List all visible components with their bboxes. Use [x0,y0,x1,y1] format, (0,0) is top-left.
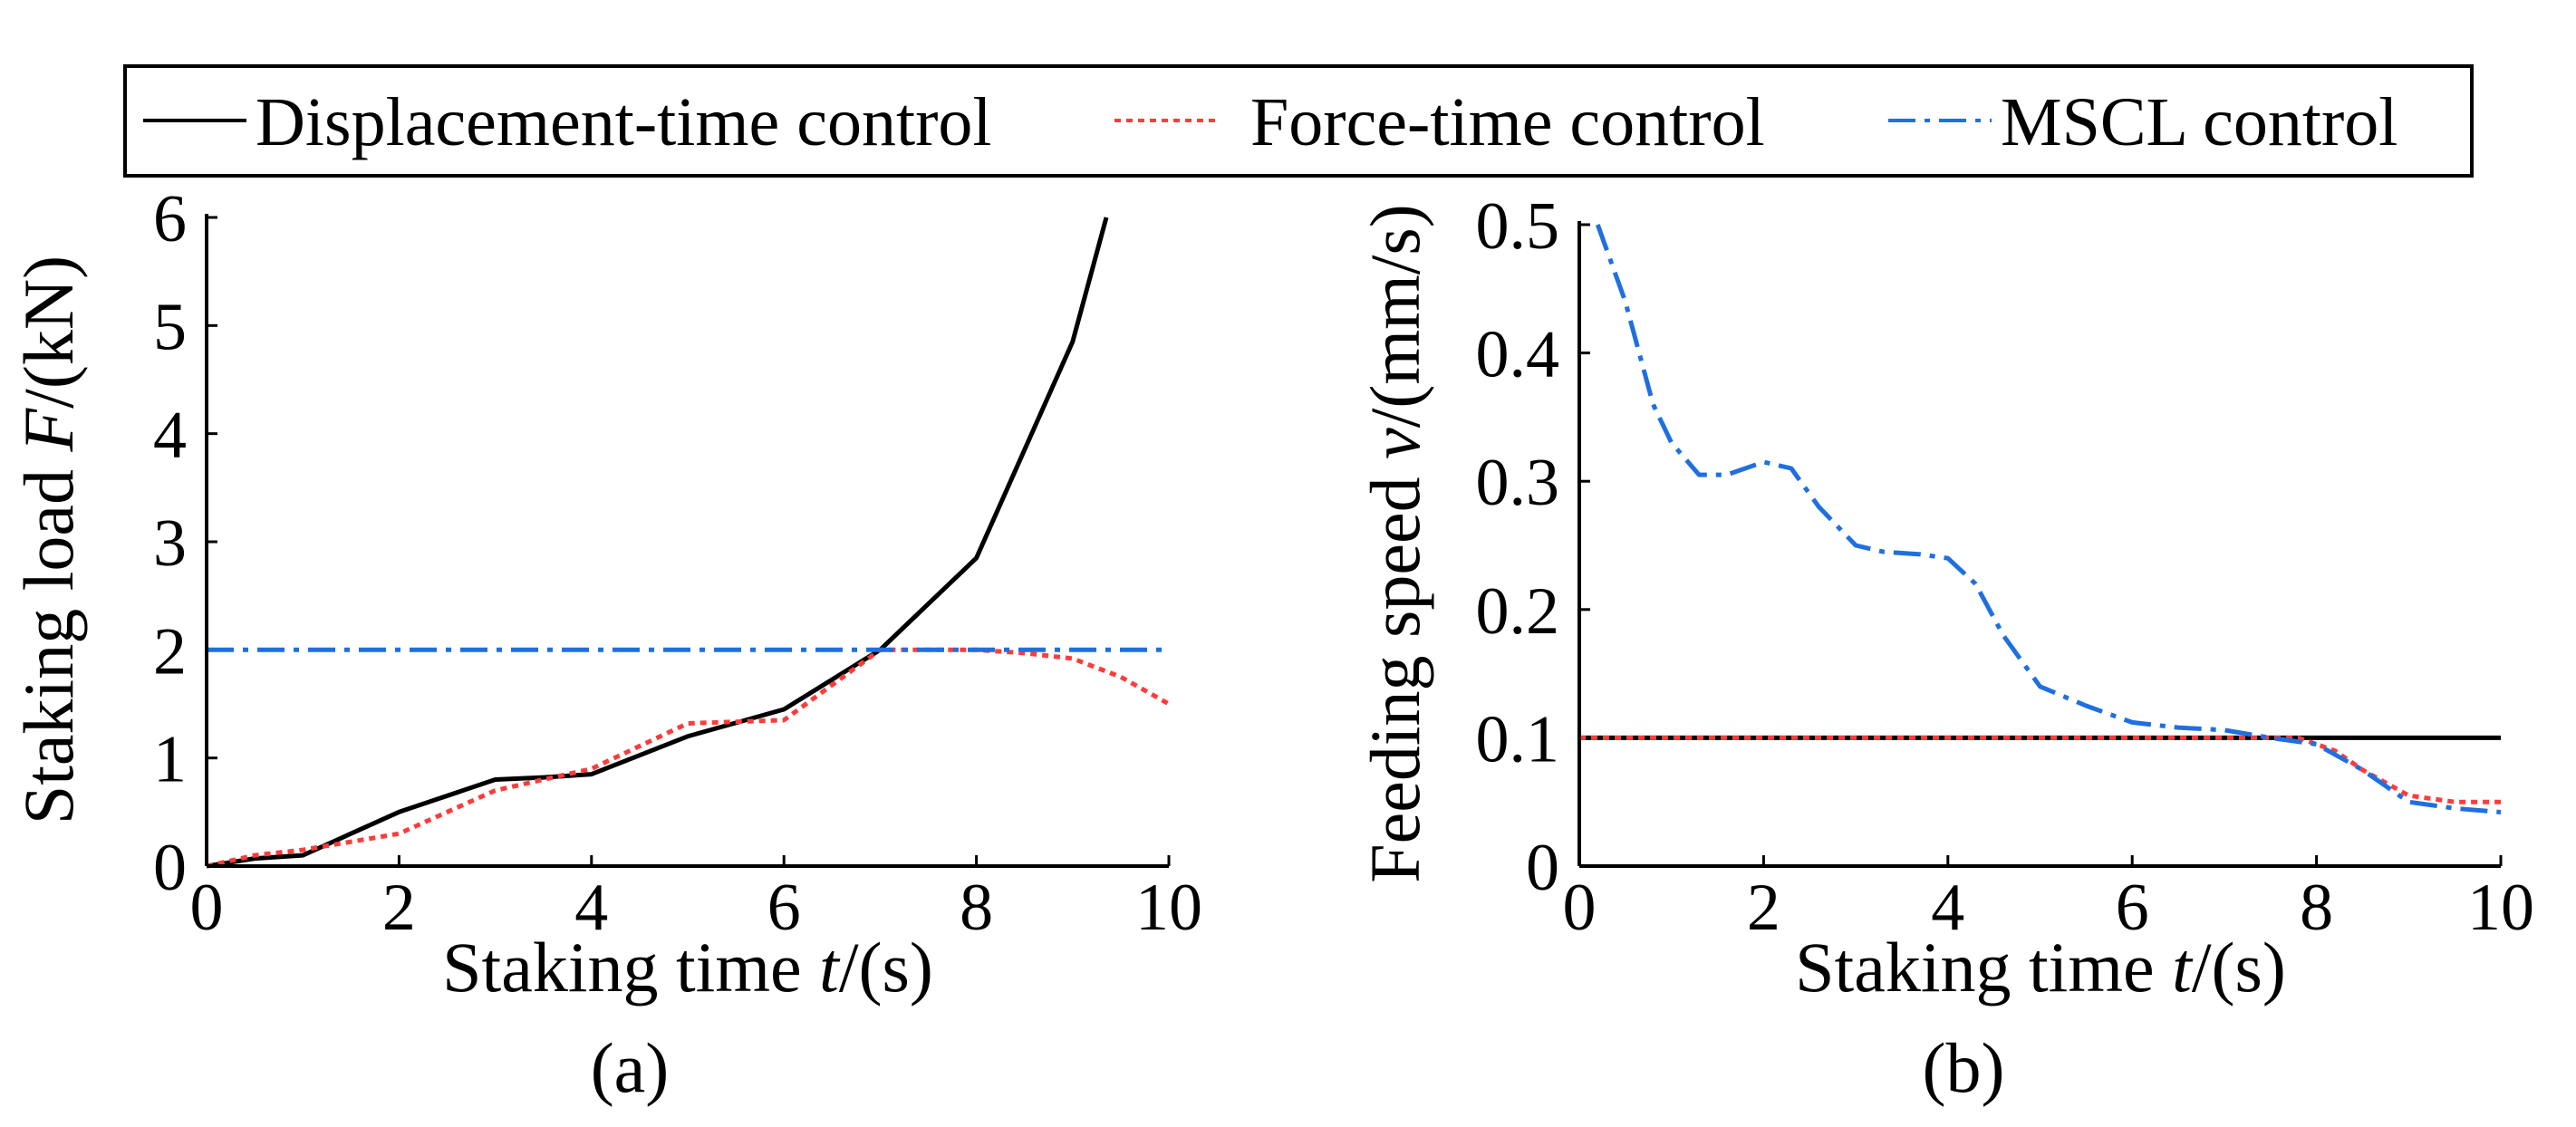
panel-b-xtick-label: 4 [1931,871,1964,945]
panel-b-xtick-labels: 0 2 4 6 8 10 [1563,871,2535,945]
panel-b-series [1579,224,2502,814]
panel-a-xtick-label: 0 [190,871,224,945]
panel-a-xtick-label: 4 [574,871,608,945]
panel-b-xtick-label: 2 [1747,871,1780,945]
panel-a-caption: (a) [591,1028,670,1107]
legend: Displacement-time control Force-time con… [123,64,2474,178]
panel-a-xtick-label: 2 [382,871,416,945]
panel-b-x-axis-label: Staking time t/(s) [1795,928,2286,1007]
panel-a-ytick-label: 1 [153,723,187,797]
panel-a-y-axis-label: Staking load F/(kN) [9,255,88,824]
legend-label-mscl: MSCL control [2001,84,2398,160]
panel-b-xtick-label: 10 [2467,871,2534,945]
panel-b-ytick-label: 0.3 [1476,446,1560,520]
panel-b-ytick-labels: 0 0.1 0.2 0.3 0.4 0.5 [1476,189,1560,905]
panel-a-xtick-label: 10 [1135,871,1202,945]
panel-b-y-axis-label: Feeding speed v/(mm/s) [1356,204,1434,883]
panel-b-xtick-label: 0 [1563,871,1597,945]
panel-b-caption: (b) [1923,1028,2005,1107]
panel-a-series-force-time-control [206,647,1171,869]
panel-a-ytick-label: 4 [153,399,187,473]
panel-b-ytick-label: 0.1 [1476,702,1560,776]
panel-b: 0 2 4 6 8 10 0 0.1 0.2 0.3 0.4 0.5 Staking time t/… [1356,189,2534,1107]
panel-b-xtick-label: 6 [2116,871,2149,945]
panel-a-ytick-label: 5 [153,290,187,364]
panel-a-x-axis-label: Staking time t/(s) [442,928,933,1007]
panel-a-series-displacement-time-control [206,217,1109,869]
panel-a-series [206,217,1171,869]
panel-b-series-force-time-control [1579,735,2501,804]
legend-label-force: Force-time control [1250,84,1765,160]
legend-box [123,64,2474,178]
panel-a-ytick-label: 6 [153,182,187,256]
panel-a-ytick-label: 2 [153,614,187,689]
panel-b-xtick-label: 8 [2300,871,2333,945]
panel-a-ytick-label: 3 [153,506,187,581]
panel-a-ticks [205,216,1171,868]
panel-b-ytick-label: 0 [1526,831,1559,905]
panel-b-ytick-label: 0.2 [1476,574,1560,649]
panel-a-ytick-label: 0 [153,831,187,905]
panel-b-ytick-label: 0.5 [1476,189,1560,264]
panel-b-ytick-label: 0.4 [1476,318,1560,392]
panel-b-series-mscl-control [1595,224,2502,814]
panel-a-xtick-labels: 0 2 4 6 8 10 [190,871,1203,945]
panel-a-xtick-label: 8 [960,871,993,945]
panel-a-xtick-label: 6 [767,871,801,945]
panel-a-ytick-labels: 0 1 2 3 4 5 6 [153,182,187,905]
legend-label-displacement: Displacement-time control [256,84,992,160]
